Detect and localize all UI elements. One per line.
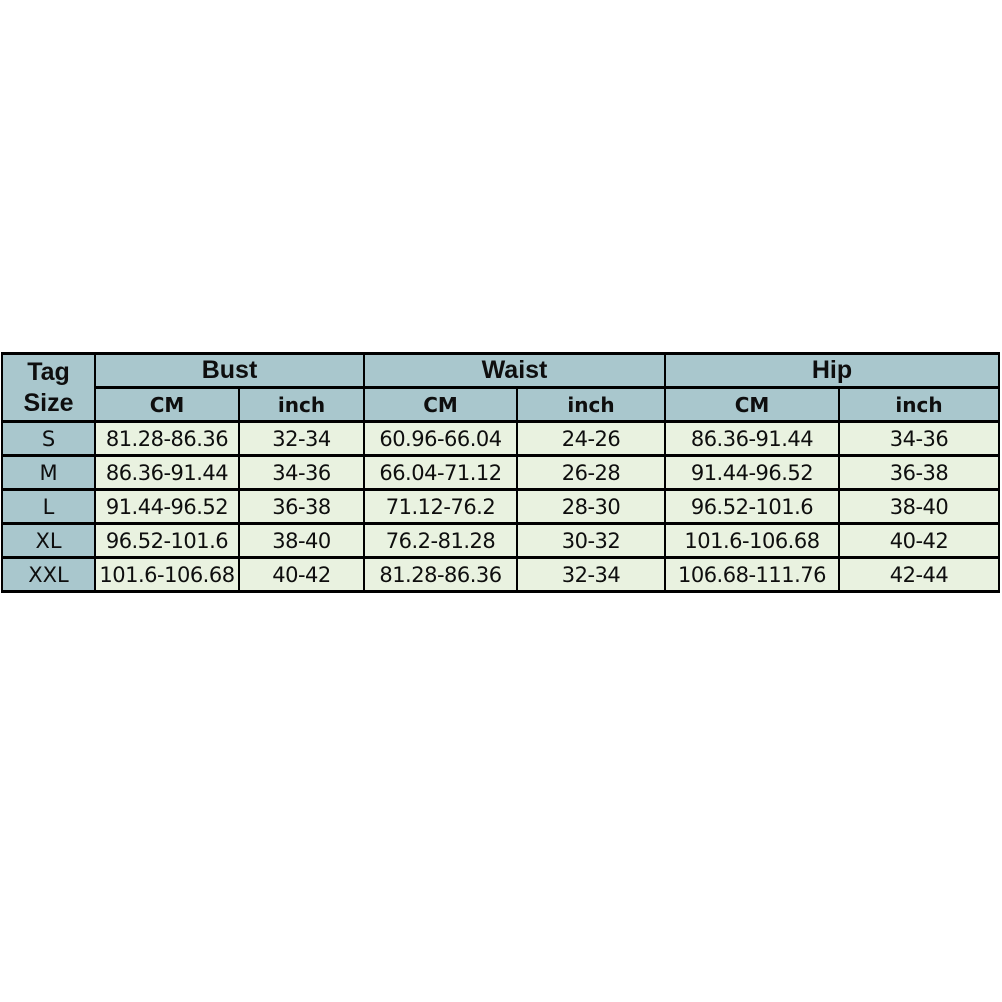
bust-cm-header: CM: [94, 386, 240, 423]
corner-header-line2: Size: [23, 388, 74, 417]
table-cell: 81.28-86.36: [363, 556, 518, 593]
table-cell: 96.52-101.6: [94, 522, 240, 559]
table-cell: 91.44-96.52: [664, 454, 840, 491]
hip-inch-header: inch: [838, 386, 1000, 423]
table-cell: 40-42: [238, 556, 365, 593]
corner-header-line1: Tag: [27, 357, 70, 386]
table-cell: 101.6-106.68: [94, 556, 240, 593]
column-group-hip: Hip: [664, 352, 1000, 389]
table-cell: 34-36: [838, 420, 1000, 457]
table-row-s: S 81.28-86.36 32-34 60.96-66.04 24-26 86…: [1, 420, 1000, 457]
column-group-bust: Bust: [94, 352, 365, 389]
table-cell: 91.44-96.52: [94, 488, 240, 525]
size-label: M: [1, 454, 96, 491]
size-chart: Tag Size Bust Waist Hip CM inch CM inch …: [1, 352, 1000, 593]
group-header-row: Tag Size Bust Waist Hip: [1, 352, 1000, 423]
table-cell: 36-38: [238, 488, 365, 525]
unit-header-row: CM inch CM inch CM inch: [2, 386, 1000, 423]
table-cell: 38-40: [238, 522, 365, 559]
table-cell: 60.96-66.04: [363, 420, 518, 457]
corner-header-tag-size: Tag Size: [1, 352, 96, 423]
table-row-xl: XL 96.52-101.6 38-40 76.2-81.28 30-32 10…: [1, 522, 1000, 559]
table-cell: 86.36-91.44: [664, 420, 840, 457]
size-label: S: [1, 420, 96, 457]
table-cell: 32-34: [238, 420, 365, 457]
table-cell: 24-26: [516, 420, 666, 457]
table-cell: 38-40: [838, 488, 1000, 525]
table-row-xxl: XXL 101.6-106.68 40-42 81.28-86.36 32-34…: [1, 556, 1000, 593]
table-cell: 32-34: [516, 556, 666, 593]
table-cell: 26-28: [516, 454, 666, 491]
table-row-l: L 91.44-96.52 36-38 71.12-76.2 28-30 96.…: [1, 488, 1000, 525]
table-cell: 81.28-86.36: [94, 420, 240, 457]
table-row-m: M 86.36-91.44 34-36 66.04-71.12 26-28 91…: [1, 454, 1000, 491]
table-cell: 106.68-111.76: [664, 556, 840, 593]
size-label: L: [1, 488, 96, 525]
column-group-waist: Waist: [363, 352, 666, 389]
table-cell: 101.6-106.68: [664, 522, 840, 559]
table-cell: 30-32: [516, 522, 666, 559]
table-cell: 96.52-101.6: [664, 488, 840, 525]
table-cell: 76.2-81.28: [363, 522, 518, 559]
hip-cm-header: CM: [664, 386, 840, 423]
waist-cm-header: CM: [363, 386, 518, 423]
table-cell: 86.36-91.44: [94, 454, 240, 491]
size-label: XL: [1, 522, 96, 559]
table-cell: 34-36: [238, 454, 365, 491]
table-cell: 28-30: [516, 488, 666, 525]
table-cell: 66.04-71.12: [363, 454, 518, 491]
table-cell: 42-44: [838, 556, 1000, 593]
bust-inch-header: inch: [238, 386, 365, 423]
waist-inch-header: inch: [516, 386, 666, 423]
table-cell: 71.12-76.2: [363, 488, 518, 525]
table-cell: 36-38: [838, 454, 1000, 491]
table-cell: 40-42: [838, 522, 1000, 559]
size-label: XXL: [1, 556, 96, 593]
size-chart-table: Tag Size Bust Waist Hip CM inch CM inch …: [1, 352, 1000, 593]
